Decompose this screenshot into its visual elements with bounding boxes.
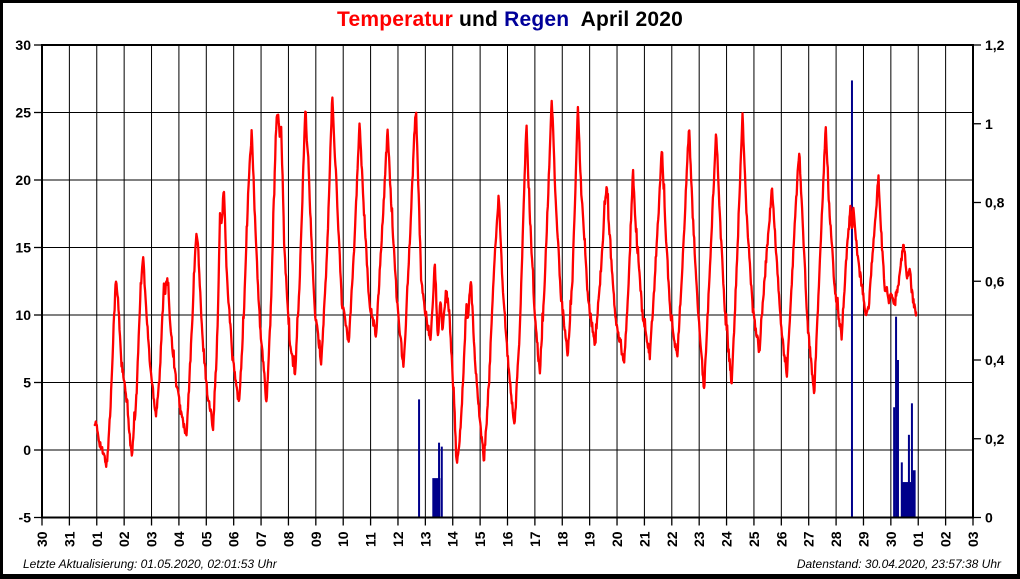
right-axis-label: 1 bbox=[985, 116, 993, 132]
left-axis-label: -5 bbox=[19, 510, 32, 526]
title-period: April 2020 bbox=[569, 8, 683, 31]
x-tick-label: 13 bbox=[417, 531, 433, 547]
rain-bar bbox=[440, 446, 443, 518]
rain-bar bbox=[850, 80, 853, 518]
x-tick-label: 14 bbox=[445, 531, 461, 547]
rain-bar bbox=[910, 403, 913, 518]
rain-bar bbox=[438, 442, 441, 518]
right-axis-label: 0,4 bbox=[985, 352, 1005, 368]
x-tick-label: 09 bbox=[308, 531, 324, 547]
left-axis-label: 10 bbox=[15, 307, 31, 323]
x-tick-label: 28 bbox=[828, 531, 844, 547]
rain-bar bbox=[893, 407, 896, 518]
x-tick-label: 17 bbox=[527, 531, 543, 547]
x-tick-label: 22 bbox=[664, 531, 680, 547]
right-axis-label: 1,2 bbox=[985, 37, 1005, 53]
x-tick-label: 18 bbox=[554, 531, 570, 547]
title-und: und bbox=[452, 8, 505, 31]
left-axis-label: 15 bbox=[15, 240, 31, 256]
rain-bar bbox=[907, 434, 910, 518]
x-tick-label: 11 bbox=[363, 532, 379, 547]
title-temperatur: Temperatur bbox=[336, 8, 453, 31]
x-tick-label: 27 bbox=[801, 531, 817, 547]
x-tick-label: 30 bbox=[34, 531, 50, 547]
x-tick-label: 29 bbox=[855, 531, 871, 547]
left-axis-label: 0 bbox=[23, 442, 31, 458]
rain-bar bbox=[432, 478, 441, 518]
x-tick-label: 02 bbox=[938, 531, 954, 547]
x-tick-label: 16 bbox=[500, 531, 516, 547]
x-tick-label: 03 bbox=[965, 531, 981, 547]
x-tick-label: 07 bbox=[253, 531, 269, 547]
left-axis-label: 20 bbox=[15, 172, 31, 188]
x-tick-label: 26 bbox=[773, 531, 789, 547]
x-tick-label: 23 bbox=[691, 531, 707, 547]
x-tick-label: 25 bbox=[746, 531, 762, 547]
x-tick-label: 01 bbox=[910, 531, 926, 547]
chart-title: Temperatur und Regen April 2020 bbox=[3, 8, 1017, 32]
right-axis-label: 0,8 bbox=[985, 195, 1005, 211]
x-tick-label: 03 bbox=[144, 531, 160, 547]
x-tick-label: 04 bbox=[171, 531, 187, 547]
x-tick-label: 05 bbox=[198, 531, 214, 547]
rain-bar bbox=[418, 399, 421, 518]
x-tick-label: 15 bbox=[472, 531, 488, 547]
right-axis-label: 0,2 bbox=[985, 431, 1005, 447]
rain-bar bbox=[900, 462, 903, 518]
left-axis-label: 30 bbox=[15, 37, 31, 53]
x-tick-label: 30 bbox=[883, 531, 899, 547]
rain-bar bbox=[896, 360, 899, 518]
right-axis-label: 0 bbox=[985, 510, 993, 526]
left-axis-label: 5 bbox=[23, 375, 31, 391]
x-tick-label: 19 bbox=[582, 531, 598, 547]
last-update-text: Letzte Aktualisierung: 01.05.2020, 02:01… bbox=[23, 557, 277, 571]
x-tick-label: 20 bbox=[609, 531, 625, 547]
chart-canvas: 30 31 01 02 03 04 05 06 07 08 09 10 11 12 13 14 15 16 17 18… bbox=[15, 37, 1005, 547]
rain-bar bbox=[912, 470, 916, 518]
x-tick-label: 12 bbox=[390, 531, 406, 547]
x-tick-label: 01 bbox=[89, 531, 105, 547]
title-regen: Regen bbox=[504, 8, 570, 31]
rain-bar bbox=[895, 316, 898, 518]
x-tick-label: 24 bbox=[719, 531, 735, 547]
plot-frame bbox=[41, 44, 974, 519]
rain-bar bbox=[902, 482, 914, 518]
x-tick-label: 21 bbox=[636, 531, 652, 547]
right-axis-label: 0,6 bbox=[985, 273, 1005, 289]
data-state-text: Datenstand: 30.04.2020, 23:57:38 Uhr bbox=[796, 557, 1001, 571]
x-tick-label: 08 bbox=[280, 531, 296, 547]
left-axis-label: 25 bbox=[15, 105, 31, 121]
x-tick-label: 31 bbox=[61, 531, 77, 547]
x-tick-label: 06 bbox=[226, 531, 242, 547]
x-tick-label: 02 bbox=[116, 531, 132, 547]
x-tick-label: 10 bbox=[335, 531, 351, 547]
temperature-line bbox=[93, 96, 918, 468]
